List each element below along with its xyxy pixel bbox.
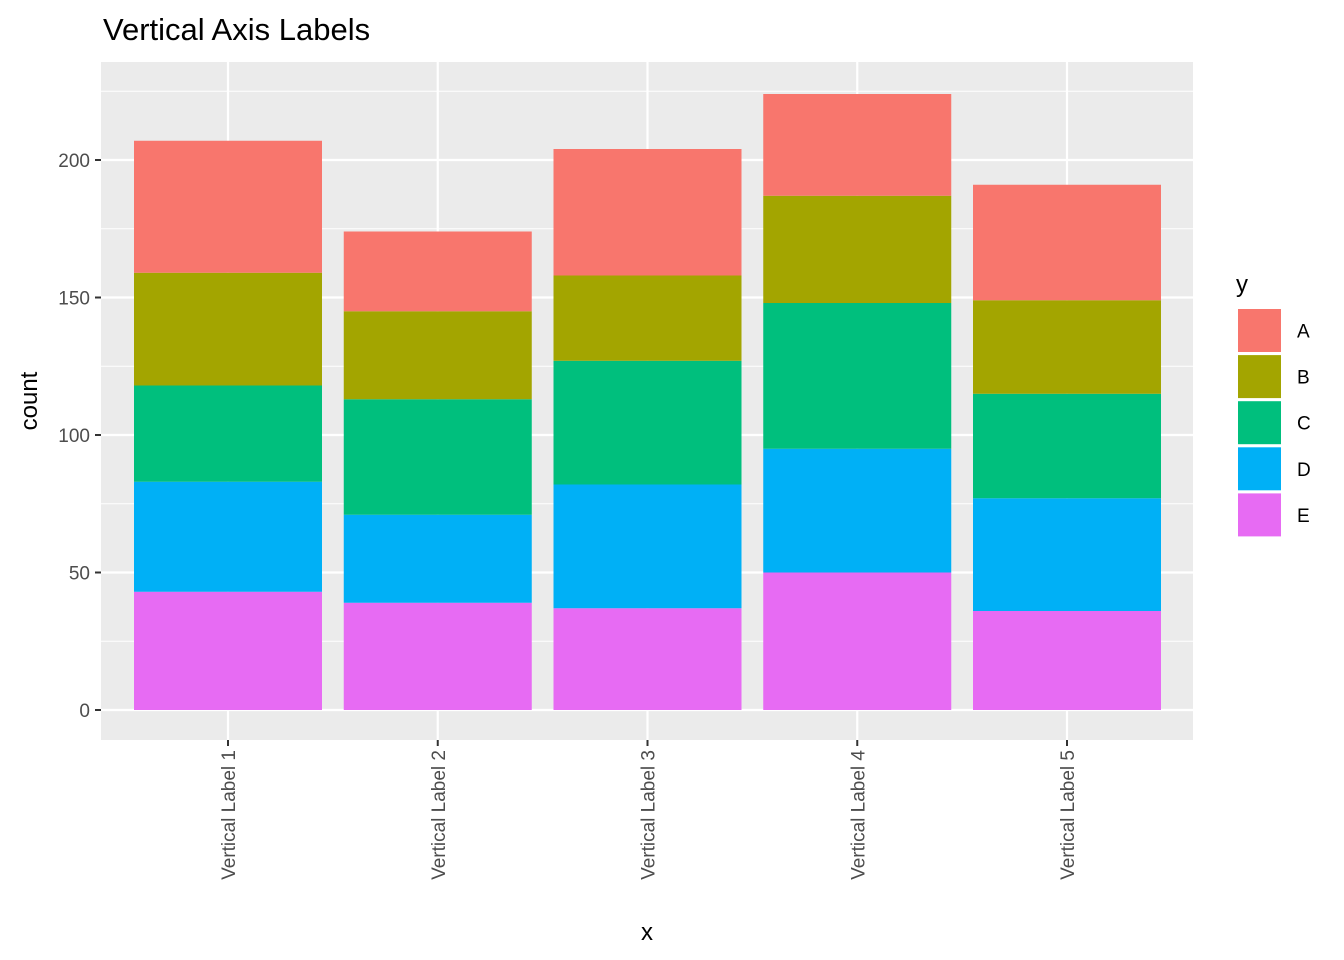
bar-segment-C-5 [973,393,1161,499]
y-tick-label: 150 [58,289,90,310]
legend-key-D [1238,447,1281,491]
legend-label-B: B [1297,368,1310,389]
bar-segment-E-5 [973,611,1161,710]
legend-label-C: C [1297,414,1311,435]
bar-segment-E-1 [134,591,322,710]
bar-segment-A-5 [973,184,1161,301]
bar-segment-D-3 [553,484,742,609]
bar-segment-E-2 [343,602,532,710]
bar-segment-A-2 [343,231,532,312]
legend-key-E [1238,493,1281,537]
x-tick-label: Vertical Label 4 [848,750,869,880]
legend: y A B C D E [1236,271,1311,537]
x-tick-label: Vertical Label 2 [429,750,450,880]
x-axis: Vertical Label 1 Vertical Label 2 Vertical… [219,740,1079,880]
y-axis-title: count [16,371,43,430]
bar-segment-A-1 [134,140,322,273]
bar-segment-C-1 [134,385,322,482]
bar-segment-D-1 [134,481,322,592]
y-tick-label: 50 [69,564,90,585]
bar-segment-B-3 [553,275,742,361]
y-tick-label: 100 [58,426,90,447]
legend-label-A: A [1297,322,1310,343]
bar-segment-D-4 [763,448,952,573]
bar-segment-D-2 [343,514,532,603]
bar-segment-C-4 [763,303,952,449]
bar-segment-D-5 [973,498,1161,611]
legend-key-A [1238,309,1281,352]
y-tick-label: 0 [79,701,90,722]
bar-segment-B-1 [134,272,322,386]
y-tick-label: 200 [58,151,90,172]
bar-segment-A-4 [763,94,952,196]
x-axis-title: x [641,919,653,946]
chart-title: Vertical Axis Labels [103,12,370,47]
legend-key-C [1238,401,1281,445]
bars [134,94,1161,710]
bar-segment-B-4 [763,195,952,303]
legend-title: y [1236,271,1248,298]
bar-segment-C-2 [343,399,532,515]
legend-label-D: D [1297,460,1311,481]
y-axis: 0 50 100 150 200 [58,151,101,722]
bar-segment-B-2 [343,311,532,400]
legend-label-E: E [1297,506,1310,527]
bar-segment-B-5 [973,300,1161,394]
x-tick-label: Vertical Label 3 [639,750,660,880]
x-tick-label: Vertical Label 5 [1058,750,1079,880]
bar-segment-E-3 [553,608,742,710]
bar-segment-C-3 [553,360,742,485]
bar-segment-E-4 [763,572,952,710]
x-tick-label: Vertical Label 1 [219,750,240,880]
legend-key-B [1238,355,1281,399]
bar-segment-A-3 [553,149,742,276]
